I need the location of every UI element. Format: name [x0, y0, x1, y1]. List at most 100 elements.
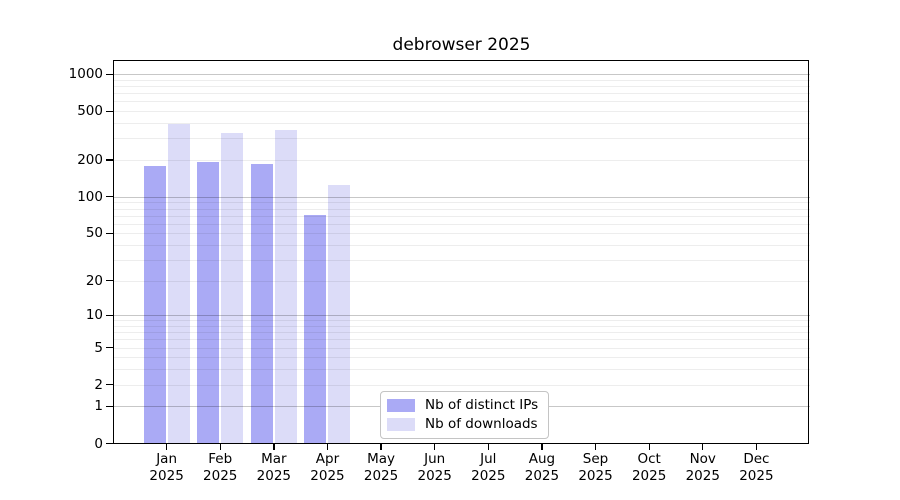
y-tick-mark: [106, 405, 113, 408]
gridline-minor: [113, 79, 810, 81]
gridline-major: [113, 196, 810, 198]
x-tick-mark: [594, 443, 597, 450]
x-tick-mark: [648, 443, 650, 450]
bar-downloads-mar: [274, 129, 297, 444]
gridline-minor: [113, 326, 810, 328]
y-tick-label: 50: [85, 225, 103, 242]
chart-title: debrowser 2025: [392, 35, 531, 55]
gridline-major: [113, 315, 810, 317]
gridline-minor: [113, 123, 810, 125]
gridline-minor: [113, 111, 810, 113]
y-tick-mark: [106, 280, 113, 282]
legend-label-downloads: Nb of downloads: [425, 416, 538, 432]
x-tick-month: Apr: [315, 451, 340, 467]
x-tick-label: Aug 2025: [502, 451, 582, 484]
x-tick-label: Jan 2025: [127, 451, 207, 484]
y-tick-label: 0: [94, 435, 103, 452]
legend-label-distinct-ips: Nb of distinct IPs: [425, 397, 539, 413]
legend: Nb of distinct IPs Nb of downloads: [380, 391, 550, 439]
y-tick-mark: [106, 442, 113, 445]
gridline-minor: [113, 369, 810, 371]
x-tick-mark: [487, 443, 489, 450]
gridline-minor: [113, 93, 810, 95]
bar-distinct-ips-feb: [197, 161, 220, 444]
x-tick-mark: [273, 443, 275, 450]
x-tick-year: 2025: [256, 467, 292, 484]
gridline-minor: [113, 347, 810, 349]
gridline-minor: [113, 384, 810, 386]
y-tick-label: 200: [77, 151, 103, 168]
y-tick-mark: [106, 314, 113, 316]
gridline-minor: [113, 208, 810, 210]
x-tick-label: Jun 2025: [395, 451, 475, 484]
x-tick-year: 2025: [471, 467, 506, 484]
bar-downloads-feb: [221, 133, 244, 444]
gridline-minor: [113, 159, 810, 161]
y-tick-mark: [106, 232, 113, 234]
x-tick-year: 2025: [203, 467, 238, 484]
x-tick-mark: [755, 443, 758, 450]
gridline-minor: [113, 339, 810, 341]
y-tick-mark: [106, 347, 113, 349]
y-tick-mark: [106, 73, 113, 75]
x-tick-year: 2025: [363, 467, 399, 484]
x-tick-label: Nov 2025: [663, 451, 743, 484]
gridline-minor: [113, 138, 810, 140]
y-tick-label: 1: [94, 398, 103, 415]
y-tick-mark: [106, 159, 113, 161]
gridline-minor: [113, 332, 810, 334]
x-tick-month: Sep: [582, 451, 609, 467]
bar-distinct-ips-mar: [250, 163, 273, 444]
gridline-minor: [113, 202, 810, 204]
x-tick-month: Nov: [689, 451, 716, 467]
x-tick-month: Feb: [208, 451, 233, 467]
legend-swatch-distinct-ips-icon: [387, 398, 415, 412]
x-tick-month: Aug: [528, 451, 556, 467]
x-tick-label: Sep 2025: [556, 451, 636, 484]
x-tick-year: 2025: [631, 467, 667, 484]
gridline-minor: [113, 259, 810, 261]
x-tick-year: 2025: [524, 467, 560, 484]
gridline-major: [113, 74, 810, 76]
x-tick-mark: [702, 443, 704, 450]
legend-swatch-downloads-icon: [387, 417, 415, 431]
x-tick-year: 2025: [417, 467, 452, 484]
x-tick-label: Feb 2025: [180, 451, 260, 484]
y-tick-label: 5: [94, 339, 103, 356]
x-tick-year: 2025: [578, 467, 613, 484]
x-tick-month: Jan: [156, 451, 178, 467]
x-tick-year: 2025: [310, 467, 345, 484]
x-tick-mark: [541, 443, 543, 450]
x-tick-month: Jul: [480, 451, 497, 467]
x-tick-year: 2025: [685, 467, 720, 484]
y-tick-label: 20: [85, 272, 103, 289]
x-tick-month: Dec: [743, 451, 770, 467]
x-tick-label: Mar 2025: [234, 451, 314, 484]
gridline-minor: [113, 244, 810, 246]
y-tick-mark: [106, 384, 113, 386]
y-tick-label: 100: [77, 188, 103, 205]
x-tick-label: Jul 2025: [448, 451, 528, 484]
y-tick-label: 500: [77, 103, 103, 120]
bar-distinct-ips-apr: [304, 214, 327, 444]
gridline-minor: [113, 101, 810, 103]
x-tick-mark: [166, 443, 168, 450]
x-tick-year: 2025: [149, 467, 184, 484]
gridline-minor: [113, 233, 810, 235]
legend-entry-downloads: Nb of downloads: [387, 416, 538, 432]
x-tick-month: Oct: [637, 451, 661, 467]
x-tick-mark: [380, 443, 382, 450]
x-tick-year: 2025: [739, 467, 774, 484]
y-tick-label: 1000: [68, 66, 103, 83]
x-tick-month: Mar: [261, 451, 287, 467]
legend-entry-distinct-ips: Nb of distinct IPs: [387, 397, 538, 413]
y-tick-mark: [106, 110, 113, 112]
bar-downloads-jan: [167, 123, 190, 444]
plot-frame: [112, 59, 809, 444]
bar-downloads-apr: [328, 184, 351, 444]
gridline-minor: [113, 357, 810, 359]
gridline-minor: [113, 223, 810, 225]
y-tick-label: 10: [85, 307, 103, 324]
